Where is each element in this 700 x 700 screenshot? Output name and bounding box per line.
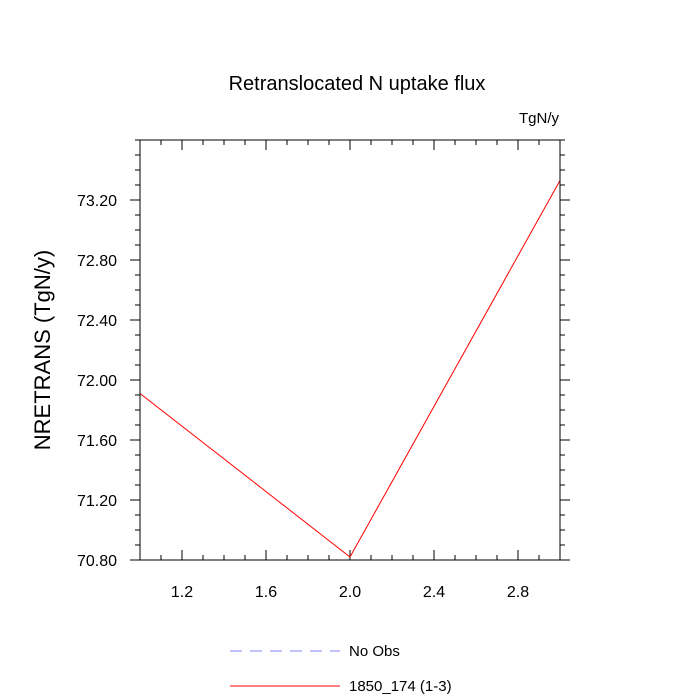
legend-label: 1850_174 (1-3)	[349, 678, 452, 695]
y-tick-label: 70.80	[77, 553, 117, 570]
x-tick-label: 1.6	[255, 584, 277, 601]
x-tick-label: 2.4	[423, 584, 445, 601]
legend-label: No Obs	[349, 643, 400, 660]
y-tick-label: 72.80	[77, 253, 117, 270]
x-tick-label: 2.0	[339, 584, 361, 601]
x-tick-label: 1.2	[171, 584, 193, 601]
axis-ticks	[130, 139, 570, 561]
y-tick-label: 71.20	[77, 493, 117, 510]
y-tick-label: 72.40	[77, 313, 117, 330]
tick-labels: 1.2 1.6 2.0 2.4 2.8 70.80 71.20 71.60 72.00 72.40…	[77, 193, 529, 601]
series-line-1	[139, 180, 561, 558]
y-tick-label: 73.20	[77, 193, 117, 210]
y-tick-label: 72.00	[77, 373, 117, 390]
y-tick-label: 71.60	[77, 433, 117, 450]
units-label: TgN/y	[519, 110, 560, 127]
chart-title: Retranslocated N uptake flux	[229, 73, 486, 95]
series-lines	[139, 180, 561, 558]
y-axis-label: NRETRANS (TgN/y)	[30, 250, 55, 450]
x-tick-label: 2.8	[507, 584, 529, 601]
plot-frame	[139, 139, 561, 561]
legend: No Obs 1850_174 (1-3)	[230, 643, 452, 695]
